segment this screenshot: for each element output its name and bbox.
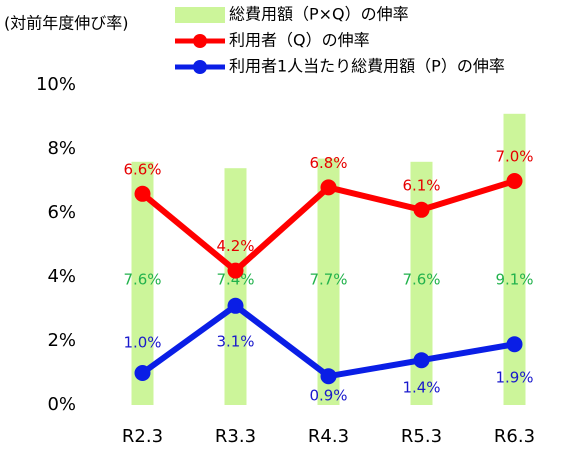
y-tick-label: 6% bbox=[47, 202, 76, 223]
marker bbox=[227, 297, 244, 314]
value-label: 6.6% bbox=[123, 160, 161, 178]
value-label: 1.0% bbox=[123, 334, 161, 352]
marker bbox=[227, 262, 244, 279]
legend-marker bbox=[193, 60, 207, 74]
value-label: 7.6% bbox=[402, 271, 440, 289]
value-label: 1.4% bbox=[402, 379, 440, 397]
y-tick-label: 4% bbox=[47, 266, 76, 287]
y-tick-label: 0% bbox=[47, 394, 76, 415]
bar bbox=[131, 161, 154, 405]
marker bbox=[320, 368, 337, 385]
value-label: 0.9% bbox=[309, 387, 347, 405]
marker bbox=[413, 352, 430, 369]
marker bbox=[134, 365, 151, 381]
legend-label: 総費用額（P×Q）の伸率 bbox=[229, 5, 409, 24]
marker bbox=[413, 201, 430, 218]
y-tick-label: 8% bbox=[47, 138, 76, 159]
legend-swatch bbox=[175, 7, 225, 23]
y-axis-label: (対前年度伸び率) bbox=[4, 14, 129, 33]
value-label: 7.7% bbox=[309, 271, 347, 289]
value-label: 4.2% bbox=[216, 237, 254, 255]
legend-label: 利用者（Q）の伸率 bbox=[229, 31, 370, 50]
value-label: 6.8% bbox=[309, 154, 347, 172]
value-label: 7.6% bbox=[123, 271, 161, 289]
value-label: 7.0% bbox=[495, 148, 533, 166]
marker bbox=[506, 336, 523, 353]
y-tick-label: 2% bbox=[47, 330, 76, 351]
bar bbox=[410, 161, 433, 405]
value-label: 1.9% bbox=[495, 369, 533, 387]
x-tick-label: R5.3 bbox=[401, 426, 442, 447]
x-tick-label: R4.3 bbox=[308, 426, 349, 447]
value-label: 9.1% bbox=[495, 271, 533, 289]
bar bbox=[317, 158, 340, 405]
x-tick-label: R6.3 bbox=[494, 426, 535, 447]
x-tick-label: R2.3 bbox=[122, 426, 163, 447]
bar bbox=[224, 168, 247, 405]
x-tick-label: R3.3 bbox=[215, 426, 256, 447]
value-label: 7.4% bbox=[216, 271, 254, 289]
legend-marker bbox=[193, 34, 207, 48]
marker bbox=[134, 185, 151, 202]
value-label: 3.1% bbox=[216, 332, 254, 350]
legend-label: 利用者1人当たり総費用額（P）の伸率 bbox=[229, 57, 505, 76]
value-label: 6.1% bbox=[402, 176, 440, 194]
y-tick-label: 10% bbox=[36, 74, 76, 95]
marker bbox=[320, 179, 337, 196]
marker bbox=[506, 173, 523, 189]
